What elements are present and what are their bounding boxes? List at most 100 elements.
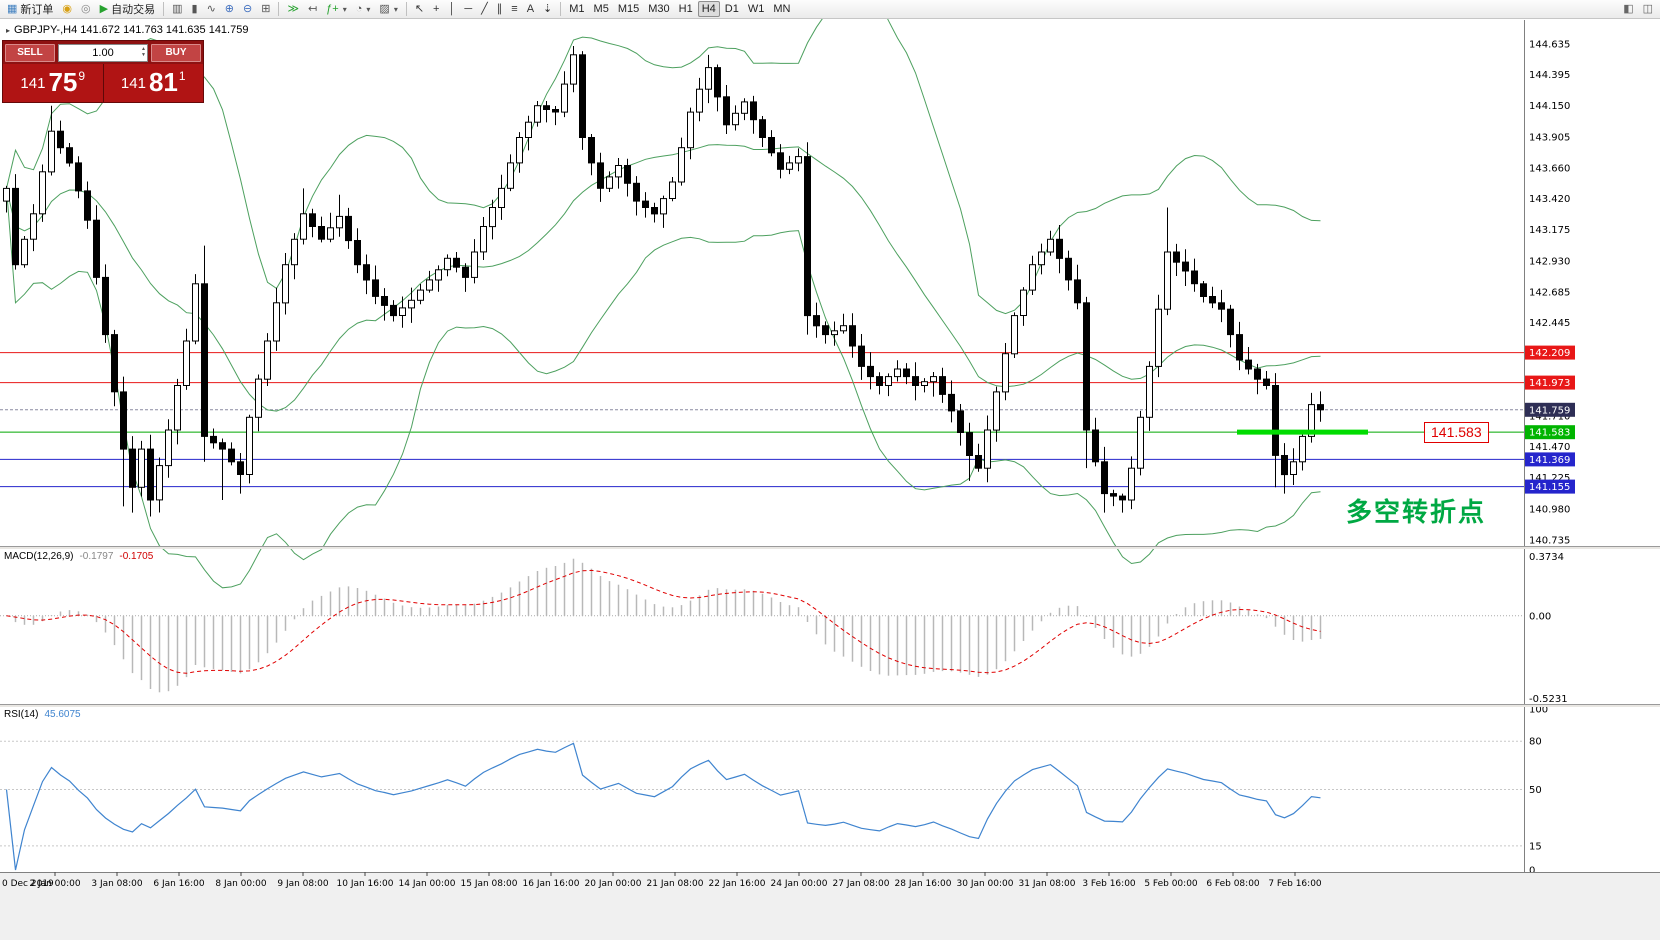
toolbar-extra-button-2[interactable]: ◫ [1639,1,1657,17]
channel-button-icon: ∥ [496,2,503,15]
toolbar-extra-button-1-icon: ◧ [1623,2,1634,15]
templates-button-caret-icon[interactable]: ▾ [393,4,398,14]
tf-h4-button[interactable]: H4 [697,1,720,17]
chart-shift-button-icon: ↤ [307,2,318,15]
svg-text:6 Jan 16:00: 6 Jan 16:00 [153,879,205,889]
svg-text:50: 50 [1529,785,1542,796]
auto-scroll-button[interactable]: ≫ [283,1,303,17]
tf-w1-button[interactable]: W1 [744,1,769,17]
svg-text:141.710: 141.710 [1529,412,1570,423]
toolbar-extra-button-2-icon: ◫ [1642,2,1653,15]
line-chart-button[interactable]: ∿ [203,1,220,17]
zoom-out-button-icon: ⊖ [243,2,253,15]
tf-h4-button-label: H4 [701,3,716,15]
indicators-button-caret-icon[interactable]: ▾ [342,4,347,14]
svg-text:0 Dec 2019: 0 Dec 2019 [2,879,54,889]
svg-text:28 Jan 16:00: 28 Jan 16:00 [895,879,952,889]
svg-text:0: 0 [1529,866,1535,877]
symbol-marker-icon: ▸ [6,25,11,35]
new-order-button-icon: ▦ [7,2,18,15]
crosshair-button[interactable]: + [429,1,443,17]
templates-button[interactable]: ▨ ▾ [375,1,401,17]
spinner-down-icon[interactable]: ▼ [141,51,146,58]
autotrading-button[interactable]: ▶ 自动交易 [96,1,159,17]
toolbar-group-chart-controls: ≫ ↤ ƒ+ ▾ ◔ ▾ ▨ ▾ [283,1,401,17]
horn-button[interactable]: ◉ [58,1,76,17]
spinner-up-icon[interactable]: ▲ [141,45,146,52]
candlestick-series [3,45,1324,517]
svg-text:6 Feb 08:00: 6 Feb 08:00 [1206,879,1260,889]
tf-d1-button[interactable]: D1 [721,1,743,17]
price-flag-label[interactable]: 141.583 [1424,422,1489,443]
horizontal-line-button[interactable]: ─ [460,1,476,17]
svg-text:30 Jan 00:00: 30 Jan 00:00 [957,879,1014,889]
tf-m15-button[interactable]: M15 [614,1,643,17]
rsi-value: 45.6075 [44,709,81,720]
svg-text:143.905: 143.905 [1529,132,1570,143]
trade-panel-top-row: SELL 1.00 ▲ ▼ BUY [3,41,203,64]
tf-mn-button-label: MN [773,3,791,15]
tf-h1-button[interactable]: H1 [675,1,697,17]
turning-point-text[interactable]: 多空转折点 [1346,497,1487,527]
svg-text:142.209: 142.209 [1529,348,1570,359]
bar-chart-button[interactable]: ▥ [168,1,186,17]
tf-m1-button-label: M1 [569,3,585,15]
trade-panel-price-row: 141 75 9 141 81 1 [3,64,203,102]
svg-text:142.930: 142.930 [1529,256,1570,267]
tf-m30-button[interactable]: M30 [644,1,673,17]
svg-text:-0.5231: -0.5231 [1529,694,1568,705]
sell-price[interactable]: 141 75 9 [3,64,104,102]
sell-button[interactable]: SELL [5,43,55,62]
tf-m5-button[interactable]: M5 [590,1,613,17]
vertical-line-button[interactable]: │ [444,1,459,17]
text-button[interactable]: A [523,1,538,17]
indicators-button[interactable]: ƒ+ ▾ [322,1,351,17]
svg-text:16 Jan 16:00: 16 Jan 16:00 [523,879,580,889]
buy-price[interactable]: 141 81 1 [103,64,203,102]
svg-text:141.759: 141.759 [1529,405,1570,416]
svg-text:10 Jan 16:00: 10 Jan 16:00 [337,879,394,889]
text-button-icon: A [526,2,535,15]
toolbar-separator [163,2,165,16]
new-order-button[interactable]: ▦ 新订单 [3,1,57,17]
candlestick-chart-button[interactable]: ▮ [188,1,202,17]
zoom-out-button[interactable]: ⊖ [239,1,256,17]
svg-text:144.635: 144.635 [1529,40,1570,51]
trendline-button[interactable]: ╱ [477,1,492,17]
toolbar-separator [278,2,280,16]
refresh-button[interactable]: ◎ [77,1,95,17]
zoom-in-button-icon: ⊕ [224,2,234,15]
svg-text:143.420: 143.420 [1529,194,1570,205]
svg-text:143.175: 143.175 [1529,225,1570,236]
svg-text:140.980: 140.980 [1529,504,1570,515]
buy-button[interactable]: BUY [151,43,201,62]
horn-button-icon: ◉ [62,2,73,15]
channel-button[interactable]: ∥ [493,1,507,17]
macd-title: MACD(12,26,9) [4,551,74,562]
periods-button[interactable]: ◔ ▾ [352,1,375,17]
tile-windows-button[interactable]: ⊞ [257,1,274,17]
svg-text:141.225: 141.225 [1529,473,1570,484]
tf-m1-button[interactable]: M1 [565,1,588,17]
fibonacci-button[interactable]: ≡ [507,1,521,17]
tf-mn-button[interactable]: MN [769,1,794,17]
volume-input[interactable]: 1.00 ▲ ▼ [58,43,148,62]
zoom-in-button[interactable]: ⊕ [221,1,238,17]
candlestick-chart-button-icon: ▮ [191,2,198,15]
cursor-button[interactable]: ↖ [411,1,428,17]
line-chart-button-icon: ∿ [206,2,216,15]
toolbar: ▦ 新订单 ◉ ◎ ▶ 自动交易 ▥ ▮ ∿ ⊕ ⊖ ⊞ ≫ ↤ ƒ+ ▾ ◔ ▾ ▨ ▾ ↖ + │ ─ ╱ ∥ ≡ A ⇣ M1 M5 M… [0,0,1660,19]
chart-shift-button[interactable]: ↤ [304,1,321,17]
periods-button-caret-icon[interactable]: ▾ [366,4,371,14]
svg-text:141.369: 141.369 [1529,455,1570,466]
price-scale[interactable]: 144.635 144.395 144.150 143.905 143.660 143.4… [1525,40,1575,547]
autotrading-button-icon: ▶ [99,2,109,15]
volume-spinner[interactable]: ▲ ▼ [141,46,146,58]
toolbar-extra-button-1[interactable]: ◧ [1619,1,1637,17]
tf-d1-button-label: D1 [724,3,739,15]
macd-panel: 0.3734 0.00 -0.5231 [0,552,1568,705]
arrows-button[interactable]: ⇣ [539,1,556,17]
